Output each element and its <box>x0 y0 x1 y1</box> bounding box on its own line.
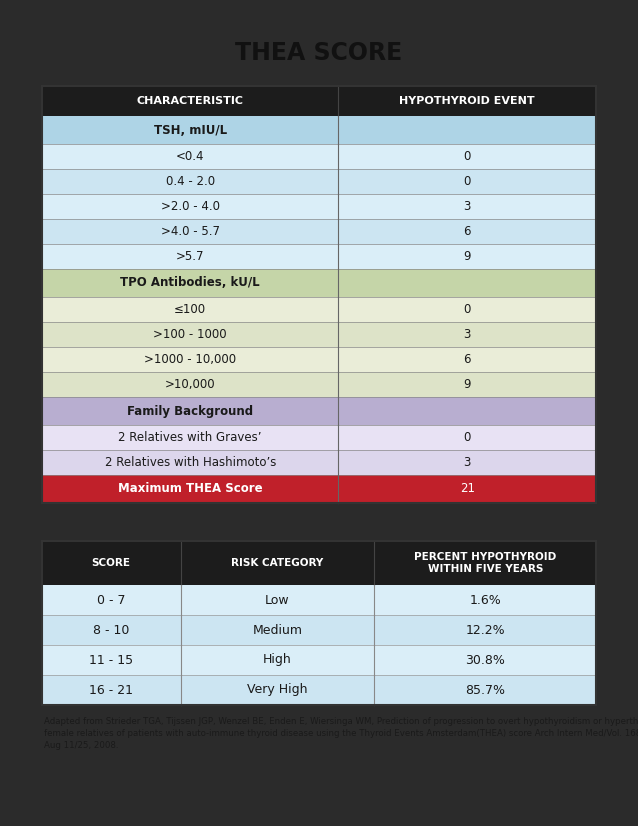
Text: >10,000: >10,000 <box>165 378 216 391</box>
Bar <box>338 425 596 450</box>
Text: 30.8%: 30.8% <box>465 653 505 667</box>
Text: 2 Relatives with Hashimoto’s: 2 Relatives with Hashimoto’s <box>105 456 276 469</box>
Text: >5.7: >5.7 <box>176 250 204 263</box>
Text: 3: 3 <box>464 200 471 213</box>
Text: 0: 0 <box>464 431 471 444</box>
Bar <box>42 541 596 585</box>
Text: 11 - 15: 11 - 15 <box>89 653 133 667</box>
Bar <box>42 116 338 144</box>
Text: 6: 6 <box>463 353 471 366</box>
Text: Very High: Very High <box>247 683 308 696</box>
Text: >4.0 - 5.7: >4.0 - 5.7 <box>161 225 219 238</box>
Text: 3: 3 <box>464 328 471 341</box>
Bar <box>338 269 596 297</box>
Bar <box>42 86 596 116</box>
Text: 9: 9 <box>463 378 471 391</box>
Bar <box>42 347 338 372</box>
Text: 0.4 - 2.0: 0.4 - 2.0 <box>166 175 215 188</box>
Bar <box>338 244 596 269</box>
Text: <0.4: <0.4 <box>176 150 204 163</box>
Bar <box>338 372 596 397</box>
Text: High: High <box>263 653 292 667</box>
Bar <box>338 322 596 347</box>
Text: >1000 - 10,000: >1000 - 10,000 <box>144 353 236 366</box>
Bar <box>338 194 596 219</box>
Bar <box>338 219 596 244</box>
Text: Adapted from Strieder TGA, Tijssen JGP, Wenzel BE, Enden E, Wiersinga WM, Predic: Adapted from Strieder TGA, Tijssen JGP, … <box>44 717 638 750</box>
Bar <box>338 475 596 503</box>
Text: TSH, mIU/L: TSH, mIU/L <box>154 124 226 136</box>
Text: 85.7%: 85.7% <box>465 683 505 696</box>
Bar <box>42 425 338 450</box>
Bar <box>42 645 596 675</box>
Bar <box>338 297 596 322</box>
Bar <box>338 347 596 372</box>
Bar <box>42 541 596 705</box>
Text: 0: 0 <box>464 303 471 316</box>
Text: Medium: Medium <box>253 624 302 637</box>
Bar <box>338 450 596 475</box>
Text: TPO Antibodies, kU/L: TPO Antibodies, kU/L <box>121 277 260 289</box>
Bar <box>42 615 596 645</box>
Text: ≤100: ≤100 <box>174 303 206 316</box>
Bar <box>42 219 338 244</box>
Text: 0 - 7: 0 - 7 <box>97 594 126 606</box>
Text: 1.6%: 1.6% <box>470 594 501 606</box>
Text: Low: Low <box>265 594 290 606</box>
Text: >2.0 - 4.0: >2.0 - 4.0 <box>161 200 219 213</box>
Text: Family Background: Family Background <box>127 405 253 417</box>
Text: 0: 0 <box>464 150 471 163</box>
Bar <box>42 144 338 169</box>
Text: 12.2%: 12.2% <box>465 624 505 637</box>
Bar <box>338 397 596 425</box>
Bar <box>42 322 338 347</box>
Text: 9: 9 <box>463 250 471 263</box>
Text: SCORE: SCORE <box>92 558 131 568</box>
Text: THEA SCORE: THEA SCORE <box>235 41 403 65</box>
Bar <box>42 475 338 503</box>
Text: 6: 6 <box>463 225 471 238</box>
Bar <box>338 144 596 169</box>
Text: Maximum THEA Score: Maximum THEA Score <box>118 482 262 496</box>
Text: 8 - 10: 8 - 10 <box>93 624 130 637</box>
Bar <box>42 397 338 425</box>
Bar <box>42 372 338 397</box>
Bar <box>42 169 338 194</box>
Bar <box>42 297 338 322</box>
Bar <box>42 450 338 475</box>
Bar <box>42 86 596 503</box>
Text: HYPOTHYROID EVENT: HYPOTHYROID EVENT <box>399 96 535 106</box>
Text: 0: 0 <box>464 175 471 188</box>
Bar <box>42 675 596 705</box>
Text: 2 Relatives with Graves’: 2 Relatives with Graves’ <box>119 431 262 444</box>
Bar <box>42 585 596 615</box>
Bar <box>338 116 596 144</box>
Bar <box>42 244 338 269</box>
Text: 3: 3 <box>464 456 471 469</box>
Text: 21: 21 <box>460 482 475 496</box>
Text: >100 - 1000: >100 - 1000 <box>153 328 227 341</box>
Text: RISK CATEGORY: RISK CATEGORY <box>232 558 323 568</box>
Bar <box>42 269 338 297</box>
Text: PERCENT HYPOTHYROID
WITHIN FIVE YEARS: PERCENT HYPOTHYROID WITHIN FIVE YEARS <box>414 553 556 574</box>
Bar <box>338 169 596 194</box>
Text: 16 - 21: 16 - 21 <box>89 683 133 696</box>
Bar <box>42 194 338 219</box>
Text: CHARACTERISTIC: CHARACTERISTIC <box>137 96 244 106</box>
